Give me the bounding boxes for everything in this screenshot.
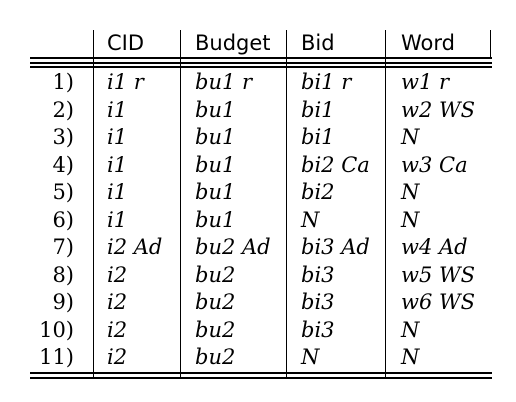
- table-cell: bi3: [301, 317, 335, 342]
- table-cell: bu1: [195, 207, 236, 232]
- table-cell: bi3: [301, 290, 335, 314]
- table-cell: bi1: [301, 97, 335, 122]
- table-cell: bi3: [301, 262, 335, 287]
- header-budget: Budget: [195, 31, 271, 55]
- table-cell: N: [301, 345, 320, 369]
- table-cell: i1: [107, 97, 128, 122]
- col-rule-2: [180, 30, 182, 377]
- table-cell: i1 r: [107, 70, 144, 94]
- table-cell: w2 WS: [401, 97, 475, 122]
- header-word: Word: [401, 31, 455, 55]
- table-cell: i2: [107, 290, 128, 314]
- col-rule-5: [490, 30, 492, 59]
- header-bid: Bid: [301, 31, 335, 55]
- table-cell: i1: [107, 207, 128, 232]
- table-cell: bu2: [195, 262, 236, 287]
- col-rule-3: [286, 30, 288, 377]
- table-cell: N: [401, 345, 420, 369]
- table-cell: w4 Ad: [401, 235, 468, 259]
- table-cell: N: [401, 207, 420, 232]
- row-number: 8): [52, 262, 74, 287]
- row-number: 3): [52, 125, 74, 149]
- table-cell: bi3 Ad: [301, 235, 370, 259]
- header-rule-1: [30, 62, 492, 64]
- table-cell: i1: [107, 180, 128, 204]
- row-number: 7): [52, 235, 74, 259]
- table-cell: i1: [107, 125, 128, 149]
- col-rule-4: [385, 30, 387, 377]
- table-cell: i2: [107, 262, 128, 287]
- table-cell: N: [401, 180, 420, 204]
- table-cell: bi1 r: [301, 70, 352, 94]
- table-cell: i1: [107, 152, 128, 177]
- row-number: 5): [52, 180, 74, 204]
- row-number: 4): [52, 152, 74, 177]
- row-number: 6): [52, 207, 74, 232]
- bottom-rule-1: [30, 372, 492, 374]
- table-cell: bi2 Ca: [301, 152, 370, 177]
- col-rule-1: [93, 30, 95, 377]
- row-number: 11): [39, 345, 74, 369]
- top-rule: [30, 57, 492, 59]
- table-cell: N: [301, 207, 320, 232]
- table-cell: i2 Ad: [107, 235, 163, 259]
- row-number: 9): [52, 290, 74, 314]
- table-cell: i2: [107, 345, 128, 369]
- table-cell: w5 WS: [401, 262, 475, 287]
- table-cell: bu2: [195, 345, 236, 369]
- table-cell: bu1: [195, 125, 236, 149]
- data-table: CID Budget Bid Word 1) i1 r bu1 r bi1 r w1 r…: [30, 30, 492, 382]
- table-cell: bu1: [195, 97, 236, 122]
- table-cell: N: [401, 317, 420, 342]
- table-cell: bu1 r: [195, 70, 253, 94]
- header-cid: CID: [107, 31, 145, 55]
- table-cell: bu1: [195, 152, 236, 177]
- table-cell: w3 Ca: [401, 152, 468, 177]
- table-cell: bu1: [195, 180, 236, 204]
- row-number: 1): [52, 70, 74, 94]
- table-cell: bu2: [195, 290, 236, 314]
- bottom-rule-2: [30, 377, 492, 379]
- row-number: 2): [52, 97, 74, 122]
- table-cell: bi1: [301, 125, 335, 149]
- table-cell: w1 r: [401, 70, 450, 94]
- table-cell: bu2: [195, 317, 236, 342]
- table-cell: i2: [107, 317, 128, 342]
- table-cell: bi2: [301, 180, 335, 204]
- table-cell: bu2 Ad: [195, 235, 271, 259]
- header-rule-2: [30, 66, 492, 68]
- row-number: 10): [39, 317, 74, 342]
- table-cell: N: [401, 125, 420, 149]
- table-cell: w6 WS: [401, 290, 475, 314]
